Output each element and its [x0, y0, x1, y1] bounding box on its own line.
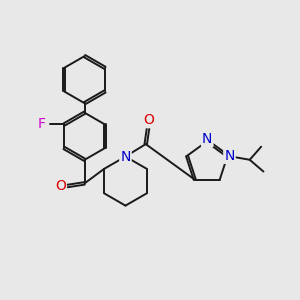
Text: N: N [202, 132, 212, 146]
Text: O: O [143, 113, 154, 127]
Text: N: N [224, 149, 235, 163]
Text: O: O [55, 179, 66, 193]
Text: F: F [38, 118, 46, 131]
Text: N: N [120, 149, 131, 164]
